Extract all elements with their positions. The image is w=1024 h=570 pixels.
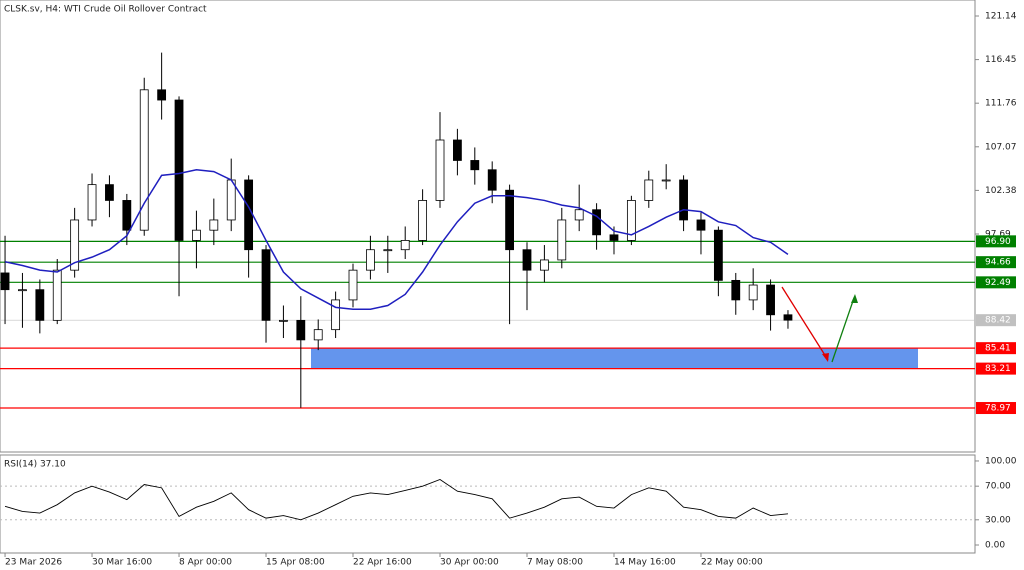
x-tick-label: 8 Apr 00:00	[179, 558, 232, 568]
y-tick-label: 102.38	[985, 186, 1017, 196]
candle-body	[192, 229, 201, 241]
candle-body	[592, 209, 601, 236]
candle-body	[418, 200, 428, 241]
level-label-box	[976, 342, 1016, 355]
y-tick-label: 97.69	[985, 229, 1011, 239]
candle-body	[696, 219, 706, 231]
x-tick-label: 22 May 00:00	[701, 558, 763, 568]
candle-body	[279, 319, 288, 322]
candle-body	[244, 179, 254, 251]
y-tick-label: 116.45	[985, 55, 1017, 65]
candle-body	[626, 200, 636, 241]
candle-body	[713, 229, 723, 281]
level-label: 83.21	[985, 364, 1011, 374]
candle-body	[157, 89, 167, 101]
level-label-box	[976, 235, 1016, 248]
level-label: 88.42	[985, 316, 1011, 326]
x-tick-label: 22 Apr 16:00	[353, 558, 412, 568]
candle-body	[35, 289, 45, 321]
candle-body	[383, 249, 393, 252]
candle-body	[505, 189, 514, 251]
candle-body	[470, 160, 480, 171]
y-tick-label: 111.76	[985, 99, 1017, 109]
main-panel	[0, 0, 976, 453]
candle-body	[400, 240, 410, 251]
x-tick-label: 15 Apr 08:00	[266, 558, 325, 568]
rsi-tick-label: 30.00	[985, 515, 1011, 525]
candle-body	[522, 249, 532, 271]
level-label: 94.66	[985, 258, 1011, 268]
candle-body	[52, 269, 62, 321]
level-label: 96.90	[985, 237, 1011, 247]
level-label-box	[976, 276, 1016, 289]
y-tick-label: 121.14	[985, 11, 1017, 21]
rsi-title: RSI(14) 37.10	[4, 460, 66, 470]
chart-title: CLSK.sv, H4: WTI Crude Oil Rollover Cont…	[4, 5, 207, 15]
level-label-box	[976, 256, 1016, 269]
level-label: 78.97	[985, 404, 1011, 414]
level-label-box	[976, 362, 1016, 375]
level-label-box	[976, 314, 1016, 327]
candle-body	[87, 184, 97, 221]
candle-body	[209, 219, 219, 231]
candle-body	[731, 279, 741, 301]
rsi-panel	[0, 454, 976, 554]
candle-body	[574, 209, 584, 221]
candle-body	[261, 249, 271, 321]
x-tick-label: 14 May 16:00	[614, 558, 676, 568]
candle-body	[331, 299, 341, 331]
x-tick-label: 7 May 08:00	[527, 558, 583, 568]
candle-body	[661, 179, 671, 182]
candle-body	[0, 272, 10, 291]
price-zone	[311, 348, 918, 369]
candle-body	[366, 249, 375, 271]
candle-body	[766, 284, 775, 316]
candle-body	[609, 234, 619, 241]
candle-body	[174, 99, 184, 241]
candle-body	[644, 179, 654, 201]
x-tick-label: 30 Apr 00:00	[440, 558, 499, 568]
candle-body	[748, 284, 758, 301]
candle-body	[122, 200, 132, 231]
rsi-line	[4, 478, 789, 521]
candle-body	[226, 179, 236, 221]
level-label: 85.41	[985, 344, 1011, 354]
up-arrow	[831, 297, 855, 363]
down-arrow-head	[822, 353, 829, 362]
candle-body	[18, 289, 27, 292]
candle-body	[783, 314, 793, 321]
candle-body	[453, 139, 462, 161]
rsi-tick-label: 100.00	[985, 456, 1017, 466]
candle-body	[313, 329, 323, 341]
candle-body	[539, 259, 549, 271]
level-label-box	[976, 402, 1016, 415]
main-layer: 97.69 102.38 107.07 111.76 116.45 121.14 0.00 3…	[0, 11, 1017, 568]
rsi-tick-label: 70.00	[985, 482, 1011, 492]
candle-body	[139, 89, 149, 231]
candle-body	[296, 319, 306, 341]
x-tick-label: 23 Mar 2026	[5, 558, 62, 568]
x-tick-label: 30 Mar 16:00	[92, 558, 152, 568]
moving-average	[4, 168, 789, 310]
candle-body	[105, 184, 114, 201]
up-arrow-head	[851, 294, 858, 303]
candle-body	[557, 219, 567, 261]
candle-body	[435, 139, 445, 201]
candle-body	[679, 179, 688, 221]
rsi-tick-label: 0.00	[985, 541, 1005, 551]
down-arrow	[781, 286, 829, 361]
candle-body	[487, 169, 497, 191]
level-label: 92.49	[985, 278, 1011, 288]
candle-body	[348, 269, 358, 301]
candle-body	[70, 219, 80, 271]
y-tick-label: 107.07	[985, 142, 1017, 152]
